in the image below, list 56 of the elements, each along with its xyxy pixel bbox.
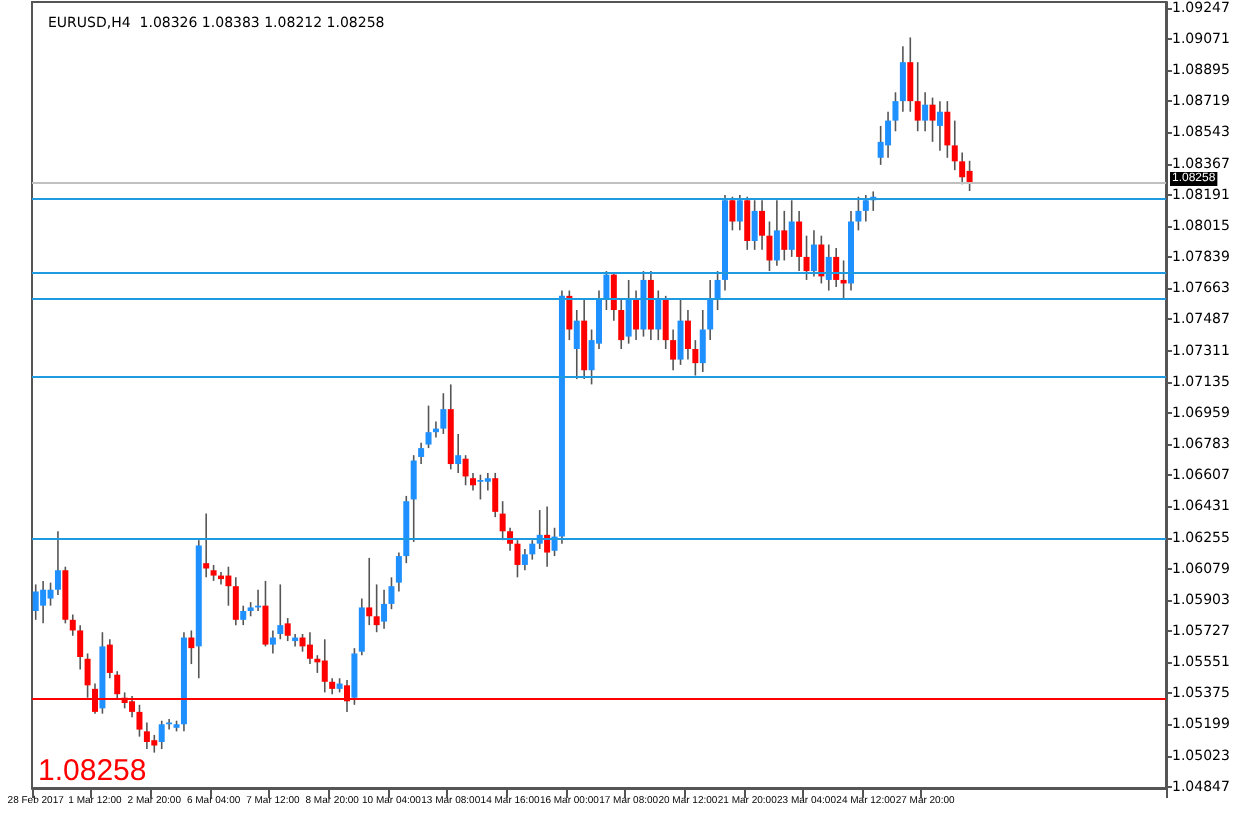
candlestick [136,704,143,738]
candlestick [373,583,380,634]
candlestick [655,289,662,341]
candlestick [284,617,291,642]
candlestick [833,247,840,288]
candlestick [262,580,269,648]
candlestick [818,234,825,285]
candlestick [907,36,914,113]
candlestick [158,719,165,750]
candlestick [492,472,499,518]
candlestick [803,234,810,281]
candlestick [729,195,736,232]
candlestick [736,194,743,232]
candlestick [143,721,150,750]
candlestick [922,91,929,133]
candlestick [477,473,484,501]
candlestick [914,61,921,133]
candlestick [862,194,869,223]
candlestick [788,199,795,258]
candlestick [944,100,951,159]
candlestick [440,392,447,435]
candlestick [240,604,247,626]
candlestick [521,548,528,572]
candlestick [573,309,580,380]
candlestick [633,289,640,341]
candlestick [781,210,788,262]
candlestick [677,298,684,366]
candlestick [40,580,47,625]
candlestick [54,530,61,596]
candlestick [929,96,936,143]
candlestick [188,629,195,665]
candlestick [351,647,358,706]
candlestick [425,404,432,449]
candlestick [751,199,758,251]
candlestick [455,433,462,474]
candlestick [381,588,388,630]
candlestick [203,512,210,579]
candlestick [484,472,491,492]
candlestick [566,289,573,341]
candlestick [810,229,817,278]
candlestick [306,631,313,665]
candlestick [744,195,751,251]
candlestick [899,45,906,113]
candlestick [232,576,239,626]
candlestick [625,279,632,345]
candlestick [936,100,943,152]
annotation: 1.08258 [38,754,147,788]
candlestick [321,638,328,694]
candlestick [462,454,469,487]
candlestick [684,309,691,361]
candlestick [544,505,551,568]
candlestick [966,159,973,192]
candlestick [773,199,780,267]
candlestick [225,565,232,607]
candlestick [825,243,832,292]
candlestick [366,557,373,626]
